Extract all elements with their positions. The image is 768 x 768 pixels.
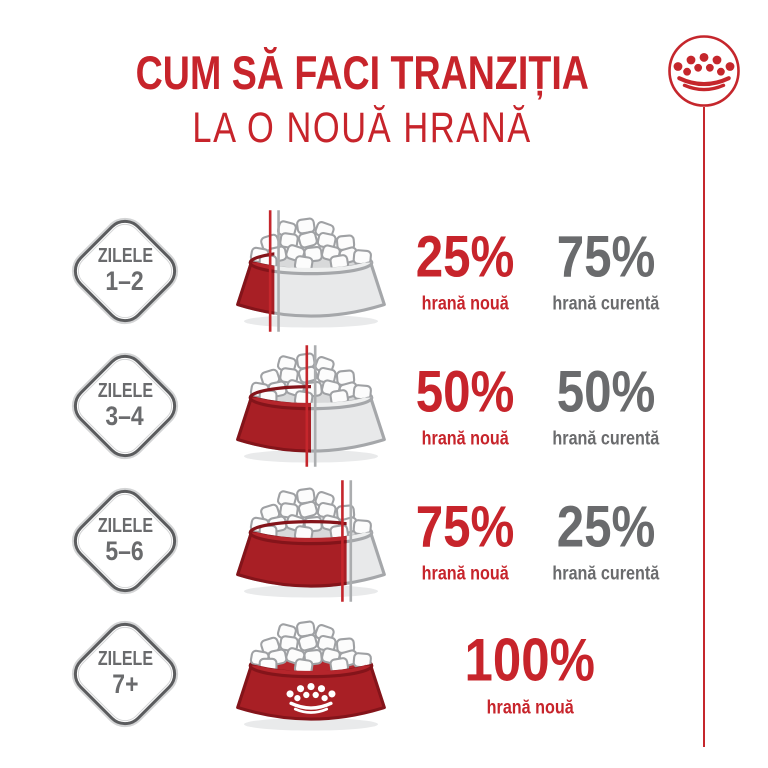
current-food-percent: 25%: [556, 494, 656, 559]
current-food-label: hrană curentă: [552, 563, 660, 584]
bowl-shadow: [243, 584, 379, 598]
current-food-stat: 25% hrană curentă: [530, 494, 682, 584]
page-title: CUM SĂ FACI TRANZIȚIA: [0, 46, 724, 99]
new-food-stat: 25% hrană nouă: [390, 224, 540, 314]
days-badge: ZILELE 7+: [63, 612, 187, 736]
current-food-label: hrană curentă: [552, 293, 660, 314]
new-food-percent: 25%: [415, 224, 515, 289]
transition-row-days-5-6: ZILELE 5–6 75% hrană nouă: [0, 473, 768, 608]
days-badge-range: 7+: [111, 668, 139, 699]
days-badge: ZILELE 1–2: [63, 209, 187, 333]
new-food-label: hrană nouă: [421, 428, 509, 449]
days-badge-text: ZILELE 3–4: [63, 344, 187, 468]
days-badge: ZILELE 3–4: [63, 344, 187, 468]
page-title-block: CUM SĂ FACI TRANZIȚIA LA O NOUĂ HRANĂ: [0, 48, 724, 153]
new-food-label: hrană nouă: [421, 293, 509, 314]
new-food-percent: 100%: [464, 626, 596, 693]
days-badge-range: 1–2: [105, 265, 145, 296]
days-badge-word: ZILELE: [97, 514, 153, 537]
days-badge-text: ZILELE 1–2: [63, 209, 187, 333]
current-food-percent: 50%: [556, 359, 656, 424]
new-food-percent: 50%: [415, 359, 515, 424]
page-title-text: CUM SĂ FACI TRANZIȚIA: [135, 46, 589, 99]
current-food-stat: 75% hrană curentă: [530, 224, 682, 314]
days-badge-range: 3–4: [105, 400, 145, 431]
transition-row-days-1-2: ZILELE 1–2 25% hrană nouă: [0, 203, 768, 338]
bowl-shadow: [243, 449, 379, 463]
transition-row-days-7-plus: ZILELE 7+ 100% hrană nouă: [0, 606, 768, 741]
new-food-label: hrană nouă: [421, 563, 509, 584]
new-food-label: hrană nouă: [486, 697, 574, 718]
royal-canin-crown-icon: [668, 35, 740, 107]
days-badge-text: ZILELE 5–6: [63, 479, 187, 603]
new-food-stat: 50% hrană nouă: [390, 359, 540, 449]
current-food-stat: 50% hrană curentă: [530, 359, 682, 449]
days-badge-word: ZILELE: [97, 379, 153, 402]
new-food-percent: 75%: [415, 494, 515, 559]
transition-row-days-3-4: ZILELE 3–4 50% hrană nouă: [0, 338, 768, 473]
days-badge-word: ZILELE: [97, 647, 153, 670]
page-subtitle-text: LA O NOUĂ HRANĂ: [192, 104, 532, 153]
current-food-label: hrană curentă: [552, 428, 660, 449]
food-bowl-25-percent-icon: [236, 209, 386, 332]
new-food-stat: 75% hrană nouă: [390, 494, 540, 584]
days-badge-range: 5–6: [105, 535, 145, 566]
bowl-shadow: [243, 717, 379, 731]
brand-vertical-line: [703, 107, 705, 747]
days-badge-text: ZILELE 7+: [63, 612, 187, 736]
food-bowl-100-percent-icon: [236, 619, 386, 731]
food-bowl-75-percent-icon: [236, 479, 386, 602]
food-bowl-50-percent-icon: [236, 344, 386, 467]
days-badge: ZILELE 5–6: [63, 479, 187, 603]
days-badge-word: ZILELE: [97, 244, 153, 267]
current-food-percent: 75%: [556, 224, 656, 289]
new-food-stat: 100% hrană nouă: [420, 626, 640, 718]
page-subtitle: LA O NOUĂ HRANĂ: [0, 104, 724, 153]
